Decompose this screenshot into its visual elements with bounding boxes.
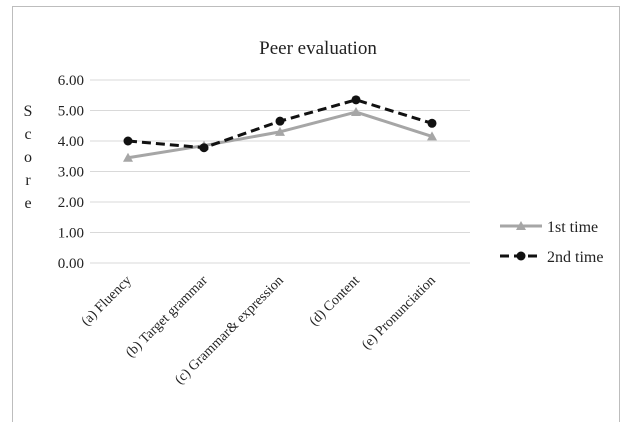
series-lines: [123, 95, 437, 162]
x-tick-label: (d) Content: [307, 273, 363, 329]
x-tick-labels: (a) Fluency(b) Target grammar(c) Grammar…: [79, 273, 439, 388]
legend-marker-circle: [516, 251, 526, 261]
data-point-circle: [123, 136, 133, 146]
data-point-circle: [275, 116, 285, 126]
data-point-circle: [199, 143, 209, 153]
data-point-triangle: [351, 107, 361, 117]
data-point-triangle: [275, 126, 285, 136]
y-axis-label-letter: c: [24, 126, 31, 143]
y-axis-label-letter: r: [25, 172, 31, 189]
legend-label: 2nd time: [547, 249, 603, 266]
y-tick-labels: 0.00 1.00 2.00 3.00 4.00 5.00 6.00: [58, 73, 84, 272]
y-axis-label-letter: S: [24, 103, 33, 120]
x-tick-label: (a) Fluency: [79, 273, 135, 329]
legend: 1st time 2nd time: [500, 219, 603, 266]
y-tick-label: 1.00: [58, 226, 84, 242]
y-axis-label-letter: e: [24, 195, 31, 212]
y-tick-label: 4.00: [58, 134, 84, 150]
data-point-circle: [351, 95, 361, 105]
data-point-circle: [427, 118, 437, 128]
data-point-triangle: [427, 131, 437, 141]
x-tick-label: (e) Pronunciation: [359, 273, 439, 353]
y-tick-label: 2.00: [58, 195, 84, 211]
data-point-triangle: [123, 152, 133, 162]
chart-title: Peer evaluation: [259, 38, 377, 59]
y-axis-label-letter: o: [24, 149, 32, 166]
x-tick-label: (b) Target grammar: [123, 273, 211, 361]
y-tick-label: 0.00: [58, 256, 84, 272]
legend-label: 1st time: [547, 219, 598, 236]
chart-frame: [12, 6, 620, 422]
y-tick-label: 3.00: [58, 165, 84, 181]
legend-marker-triangle: [516, 221, 526, 230]
y-tick-label: 6.00: [58, 73, 84, 89]
y-tick-label: 5.00: [58, 104, 84, 120]
gridlines: [90, 79, 470, 264]
